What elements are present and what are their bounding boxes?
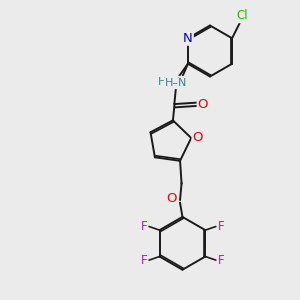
Text: H—N: H—N	[158, 77, 185, 87]
Text: F: F	[140, 254, 147, 267]
Text: O: O	[198, 98, 208, 111]
Text: H–N: H–N	[165, 78, 187, 88]
Text: F: F	[218, 254, 224, 267]
Text: Cl: Cl	[237, 9, 248, 22]
Text: O: O	[193, 131, 203, 145]
Text: O: O	[167, 192, 177, 205]
Text: N: N	[183, 32, 193, 45]
Text: F: F	[140, 220, 147, 233]
Text: F: F	[218, 220, 224, 233]
